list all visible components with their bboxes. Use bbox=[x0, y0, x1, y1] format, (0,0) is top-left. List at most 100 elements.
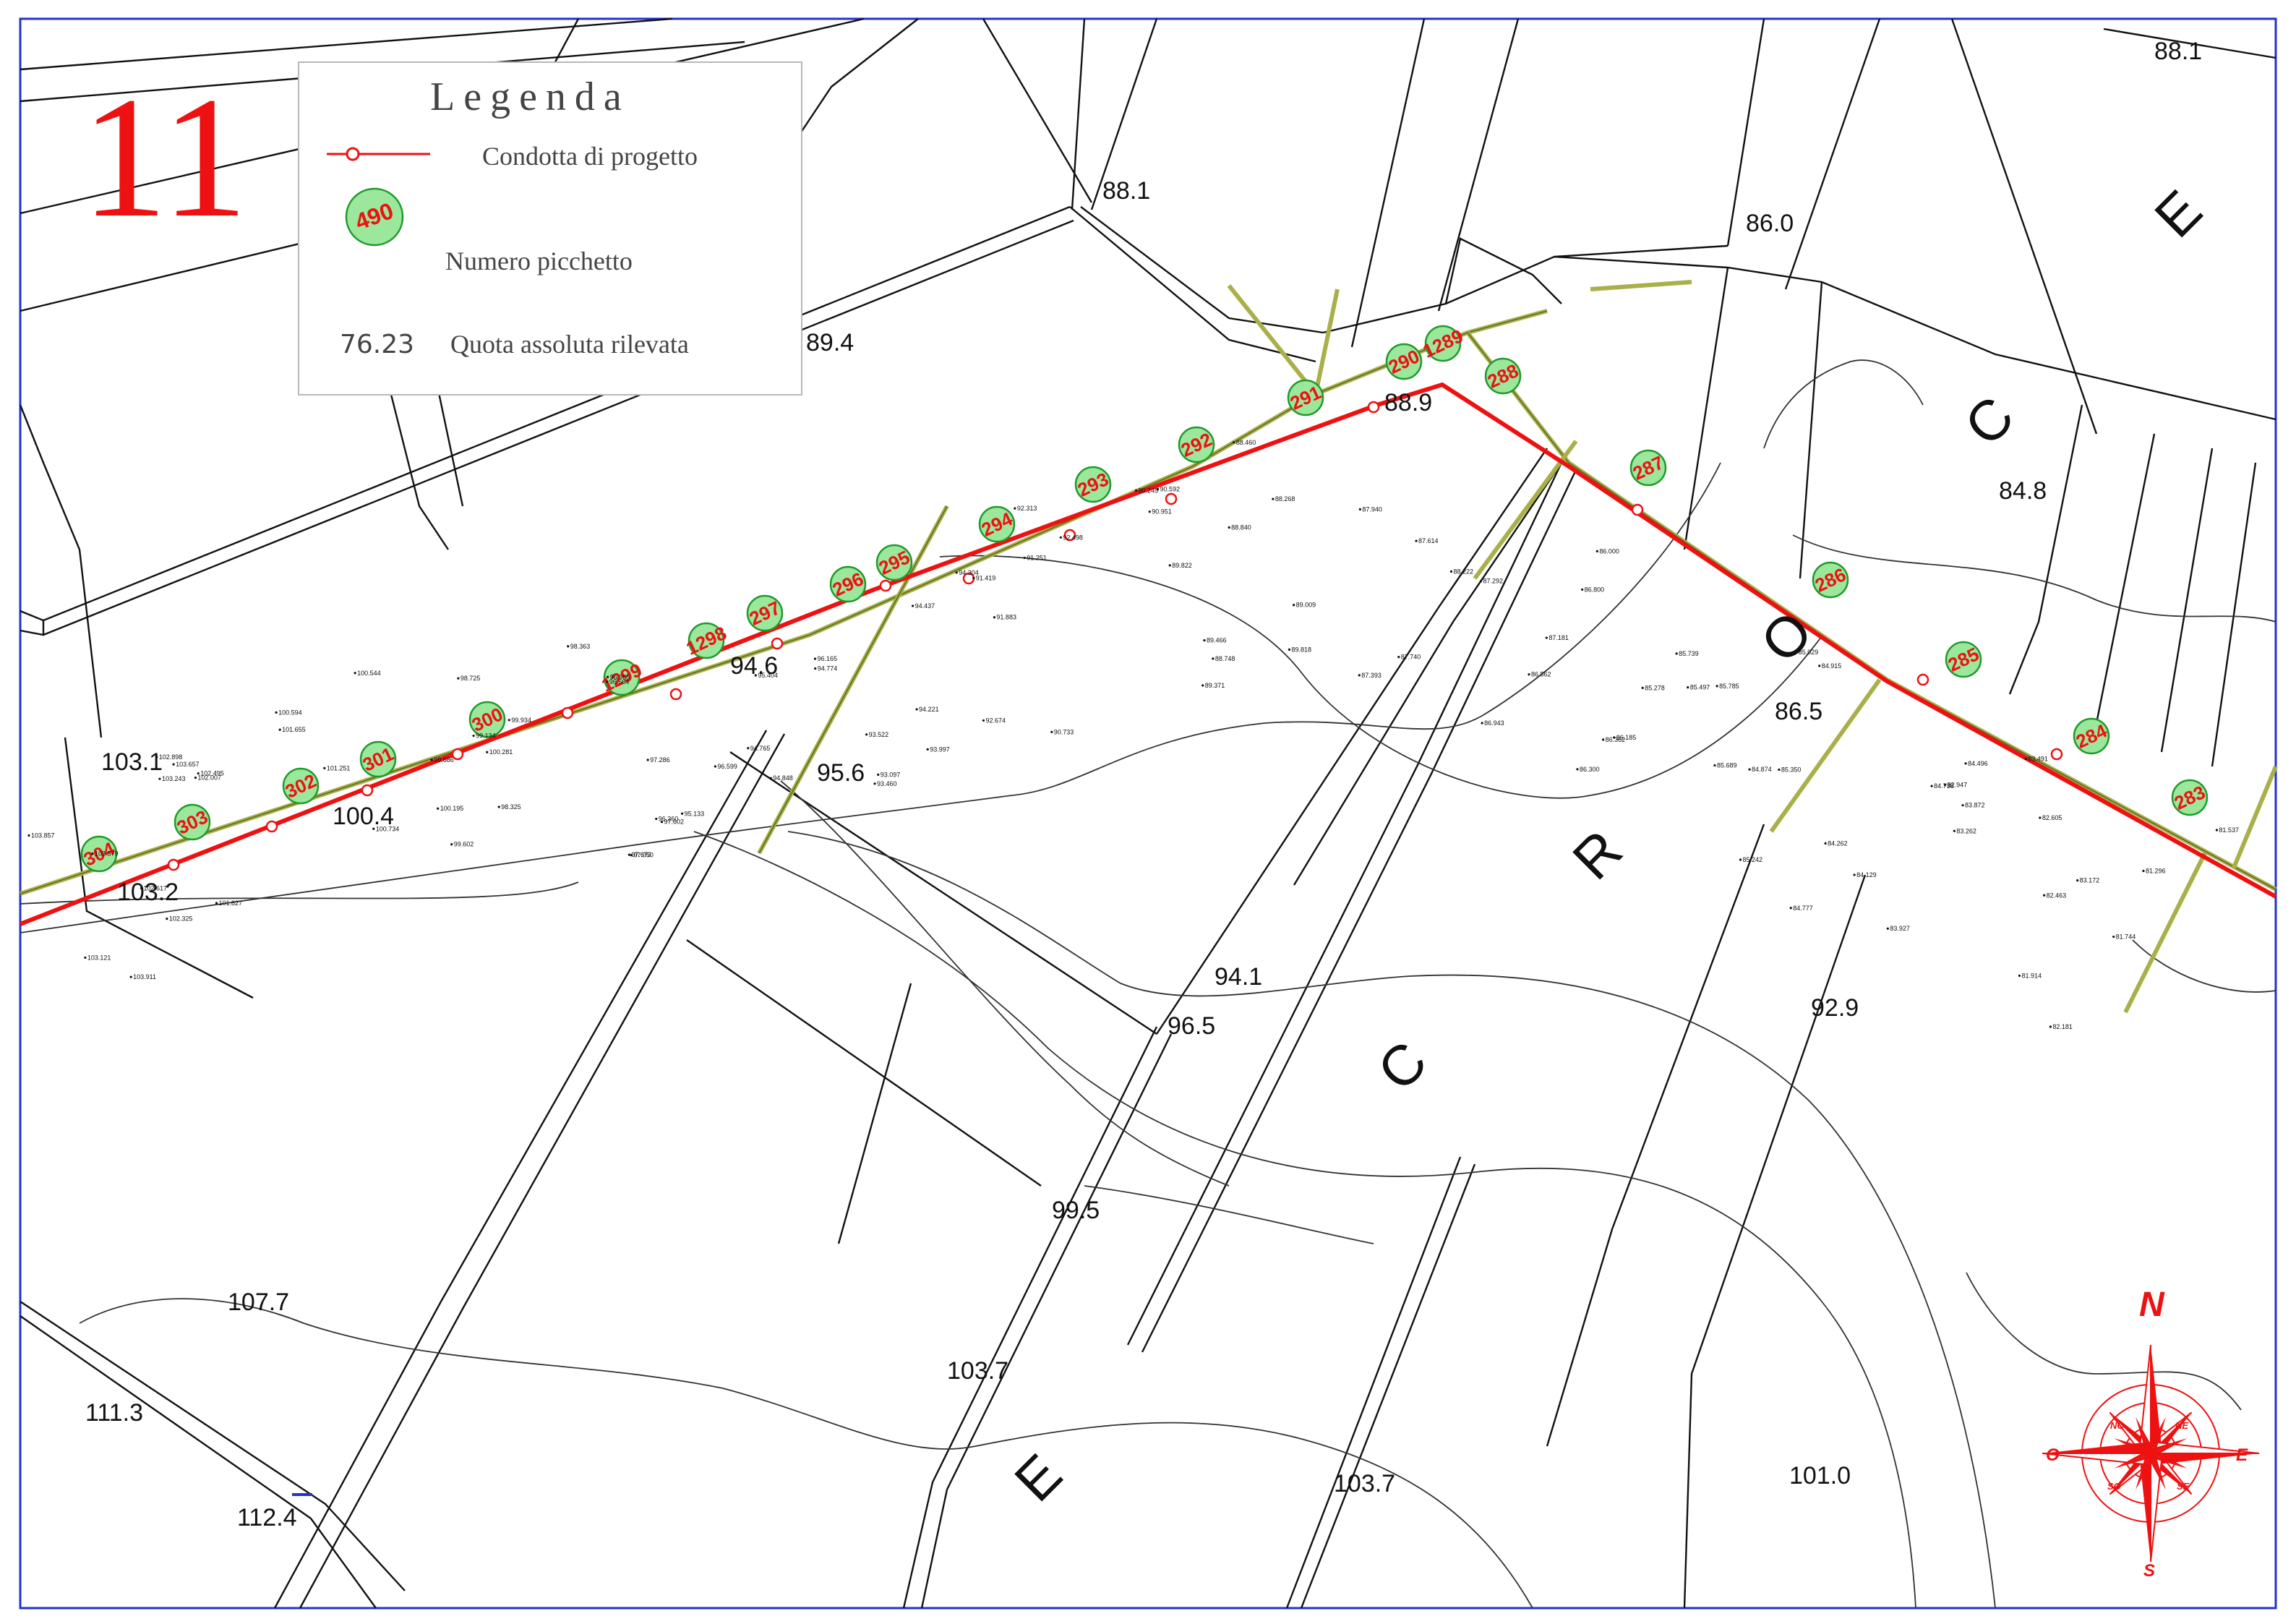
spot-height-value: 96.360 bbox=[659, 815, 679, 822]
stake-marker: 283 bbox=[2171, 779, 2209, 816]
spot-height-value: 85.497 bbox=[1690, 684, 1710, 691]
spot-height: 92.313 bbox=[1014, 505, 1037, 512]
spot-height: 88.460 bbox=[1233, 439, 1256, 446]
pipeline-node bbox=[1063, 529, 1076, 542]
spot-height-value: 97.286 bbox=[650, 756, 670, 764]
spot-heights: 103.911103.857103.657103.579103.243103.1… bbox=[27, 439, 2239, 1030]
spot-height-value: 91.883 bbox=[996, 614, 1016, 621]
spot-height-value: 103.243 bbox=[162, 775, 186, 782]
compass-point bbox=[2042, 1442, 2151, 1453]
spot-height-value: 96.664 bbox=[609, 678, 630, 685]
spot-height: 99.686 bbox=[430, 756, 454, 764]
spot-height: 103.911 bbox=[129, 973, 156, 980]
compass-point bbox=[2149, 1453, 2188, 1469]
spot-height: 88.748 bbox=[1212, 655, 1235, 662]
spot-height-value: 103.911 bbox=[133, 973, 156, 980]
spot-height: 90.592 bbox=[1156, 486, 1180, 493]
spot-height: 81.537 bbox=[2215, 826, 2239, 834]
spot-height-value: 87.940 bbox=[1362, 505, 1382, 513]
spot-height: 94.437 bbox=[912, 602, 935, 610]
spot-height: 98.325 bbox=[497, 803, 521, 811]
spot-height: 88.840 bbox=[1228, 524, 1251, 531]
spot-height: 93.460 bbox=[873, 780, 897, 787]
compass-point bbox=[2135, 1416, 2151, 1456]
spot-height: 97.286 bbox=[646, 756, 670, 764]
spot-height-value: 93.997 bbox=[930, 745, 950, 753]
spot-height-value: 89.822 bbox=[1172, 562, 1192, 569]
spot-height: 90.733 bbox=[1050, 728, 1074, 735]
spot-height: 91.251 bbox=[1023, 555, 1047, 562]
stake-marker: 295 bbox=[875, 544, 913, 581]
pipeline-node bbox=[1165, 492, 1178, 505]
spot-height: 82.181 bbox=[2049, 1023, 2073, 1030]
spot-height: 89.822 bbox=[1168, 562, 1192, 569]
spot-height-value: 85.350 bbox=[1781, 766, 1802, 774]
spot-height: 94.221 bbox=[915, 706, 939, 713]
compass-point bbox=[2114, 1449, 2151, 1469]
pipeline-node bbox=[879, 579, 892, 592]
spot-height-value: 96.965 bbox=[610, 673, 630, 680]
spot-height-value: 82.181 bbox=[2052, 1023, 2073, 1030]
contour-label: 103.1 bbox=[101, 748, 163, 776]
contour-label: 88.9 bbox=[1384, 389, 1432, 416]
spot-height-value: 81.537 bbox=[2219, 826, 2239, 834]
spot-height: 94.774 bbox=[814, 665, 837, 672]
spot-height: 86.943 bbox=[1481, 719, 1504, 727]
spot-height-value: 88.748 bbox=[1215, 655, 1235, 662]
compass-no: NO bbox=[2110, 1420, 2125, 1431]
spot-height-value: 83.872 bbox=[1965, 802, 1985, 809]
spot-height: 102.325 bbox=[166, 915, 192, 923]
pipeline-node bbox=[2050, 748, 2063, 761]
spot-height: 87.393 bbox=[1358, 672, 1382, 679]
spot-height: 83.262 bbox=[1953, 827, 1976, 834]
spot-height-value: 97.050 bbox=[633, 852, 654, 859]
spot-height-value: 103.857 bbox=[31, 832, 55, 839]
spot-height: 92.498 bbox=[1059, 534, 1083, 541]
spot-height: 103.579 bbox=[91, 850, 118, 858]
stake-marker: 302 bbox=[282, 767, 320, 805]
spot-height: 99.934 bbox=[507, 717, 531, 724]
spot-height-value: 89.818 bbox=[1291, 646, 1311, 653]
spot-height: 99.602 bbox=[450, 841, 474, 848]
compass-se: SE bbox=[2177, 1481, 2190, 1492]
spot-height: 85.278 bbox=[1641, 684, 1665, 691]
spot-height: 91.883 bbox=[993, 614, 1016, 621]
compass-ne: NE bbox=[2175, 1420, 2188, 1431]
pipeline-node bbox=[451, 748, 464, 761]
spot-height: 90.245 bbox=[1134, 487, 1158, 494]
stake-marker: 286 bbox=[1812, 561, 1849, 599]
spot-height: 88.222 bbox=[1449, 568, 1473, 575]
contour-label: 101.0 bbox=[1789, 1462, 1851, 1490]
stake-marker: 287 bbox=[1629, 449, 1667, 487]
pipeline-node bbox=[361, 784, 374, 797]
project-pipeline bbox=[19, 382, 2277, 926]
spot-height: 85.739 bbox=[1675, 650, 1699, 657]
spot-height: 98.363 bbox=[567, 643, 590, 650]
spot-height-value: 89.466 bbox=[1207, 637, 1227, 644]
compass-point bbox=[2139, 1453, 2151, 1562]
contour-label: 107.7 bbox=[228, 1288, 289, 1316]
compass-east: E bbox=[2236, 1445, 2248, 1465]
spot-height-value: 84.915 bbox=[1822, 662, 1842, 670]
spot-height-value: 82.605 bbox=[2042, 814, 2062, 821]
spot-height-value: 93.460 bbox=[877, 780, 897, 787]
contour-label: 99.5 bbox=[1052, 1197, 1100, 1224]
spot-height-value: 93.522 bbox=[869, 731, 889, 738]
spot-height: 86.300 bbox=[1576, 766, 1599, 773]
spot-height: 85.689 bbox=[1713, 762, 1737, 769]
spot-height: 94.304 bbox=[955, 569, 979, 576]
spot-height-value: 91.251 bbox=[1027, 555, 1047, 562]
compass-point bbox=[2151, 1449, 2188, 1469]
compass-point bbox=[2151, 1416, 2167, 1456]
spot-height: 84.874 bbox=[1748, 766, 1772, 773]
spot-height-value: 87.614 bbox=[1418, 537, 1439, 544]
stake-marker: 288 bbox=[1484, 357, 1522, 395]
spot-height: 87.740 bbox=[1397, 654, 1421, 661]
compass-point bbox=[2114, 1453, 2153, 1469]
spot-height: 96.664 bbox=[606, 678, 629, 685]
spot-height: 102.898 bbox=[155, 753, 182, 761]
spot-height: 102.495 bbox=[197, 770, 224, 777]
compass-point bbox=[2114, 1437, 2153, 1453]
spot-height-value: 89.009 bbox=[1296, 602, 1316, 609]
